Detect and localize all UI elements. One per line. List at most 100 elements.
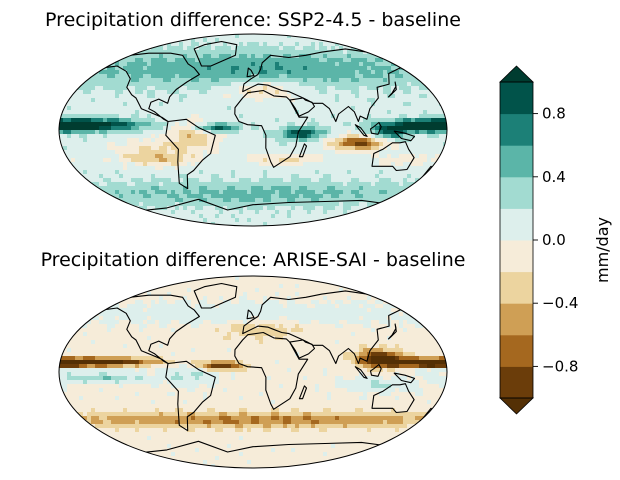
field-cell [259, 78, 264, 83]
field-cell [195, 122, 200, 127]
field-cell [419, 130, 424, 135]
field-cell [95, 106, 100, 111]
field-cell [287, 114, 292, 119]
field-cell [203, 206, 208, 211]
field-cell [215, 106, 220, 111]
field-cell [75, 158, 80, 163]
field-cell [359, 142, 364, 147]
field-cell [443, 118, 447, 123]
field-cell [255, 66, 260, 71]
field-cell [331, 186, 336, 191]
field-cell [175, 214, 180, 219]
field-cell [111, 320, 116, 325]
field-cell [195, 332, 200, 337]
field-cell [159, 90, 164, 95]
field-cell [223, 332, 228, 337]
field-cell [363, 202, 368, 207]
field-cell [135, 182, 140, 187]
field-cell [383, 202, 388, 207]
field-cell [351, 142, 356, 147]
field-cell [263, 198, 268, 203]
field-cell [311, 222, 316, 226]
field-cell [131, 324, 136, 329]
field-cell [207, 296, 212, 301]
field-cell [307, 280, 312, 285]
field-cell [195, 320, 200, 325]
field-cell [427, 158, 432, 163]
field-cell [123, 166, 128, 171]
field-cell [279, 98, 284, 103]
field-cell [303, 46, 308, 51]
field-cell [299, 186, 304, 191]
field-cell [295, 78, 300, 83]
field-cell [303, 102, 308, 107]
field-cell [95, 78, 100, 83]
field-cell [127, 138, 132, 143]
field-cell [327, 308, 332, 313]
field-cell [179, 154, 184, 159]
field-cell [395, 178, 400, 183]
field-cell [303, 178, 308, 183]
field-cell [279, 134, 284, 139]
field-cell [255, 166, 260, 171]
field-cell [299, 78, 304, 83]
field-cell [379, 70, 384, 75]
field-cell [271, 328, 276, 333]
field-cell [279, 170, 284, 175]
field-cell [263, 304, 268, 309]
field-cell [335, 78, 340, 83]
field-cell [199, 194, 204, 199]
field-cell [295, 162, 300, 167]
field-cell [175, 292, 180, 297]
field-cell [239, 182, 244, 187]
field-cell [271, 86, 276, 91]
field-cell [299, 280, 304, 285]
field-cell [107, 328, 112, 333]
field-cell [291, 198, 296, 203]
field-cell [243, 138, 248, 143]
field-cell [123, 170, 128, 175]
field-cell [223, 292, 228, 297]
field-cell [155, 62, 160, 67]
field-cell [183, 198, 188, 203]
field-cell [199, 146, 204, 151]
field-cell [183, 288, 188, 293]
field-cell [151, 150, 156, 155]
field-cell [355, 312, 360, 317]
field-cell [227, 54, 232, 59]
field-cell [139, 138, 144, 143]
field-cell [235, 324, 240, 329]
field-cell [143, 78, 148, 83]
field-cell [195, 210, 200, 215]
field-cell [355, 138, 360, 143]
field-cell [199, 106, 204, 111]
field-cell [203, 38, 208, 43]
field-cell [235, 94, 240, 99]
field-cell [59, 138, 64, 143]
field-cell [75, 94, 80, 99]
field-cell [279, 332, 284, 337]
field-cell [359, 328, 364, 333]
field-cell [223, 110, 228, 115]
field-cell [203, 332, 208, 337]
field-cell [231, 162, 236, 167]
field-cell [399, 320, 404, 325]
field-cell [271, 114, 276, 119]
field-cell [171, 174, 176, 179]
field-cell [211, 106, 216, 111]
field-cell [239, 46, 244, 51]
field-cell [155, 110, 160, 115]
field-cell [103, 316, 108, 321]
field-cell [307, 304, 312, 309]
field-cell [119, 316, 124, 321]
field-cell [139, 324, 144, 329]
field-cell [307, 292, 312, 297]
field-cell [247, 70, 252, 75]
field-cell [251, 106, 256, 111]
field-cell [155, 150, 160, 155]
field-cell [427, 94, 432, 99]
field-cell [307, 178, 312, 183]
field-cell [251, 158, 256, 163]
field-cell [175, 154, 180, 159]
field-cell [143, 98, 148, 103]
